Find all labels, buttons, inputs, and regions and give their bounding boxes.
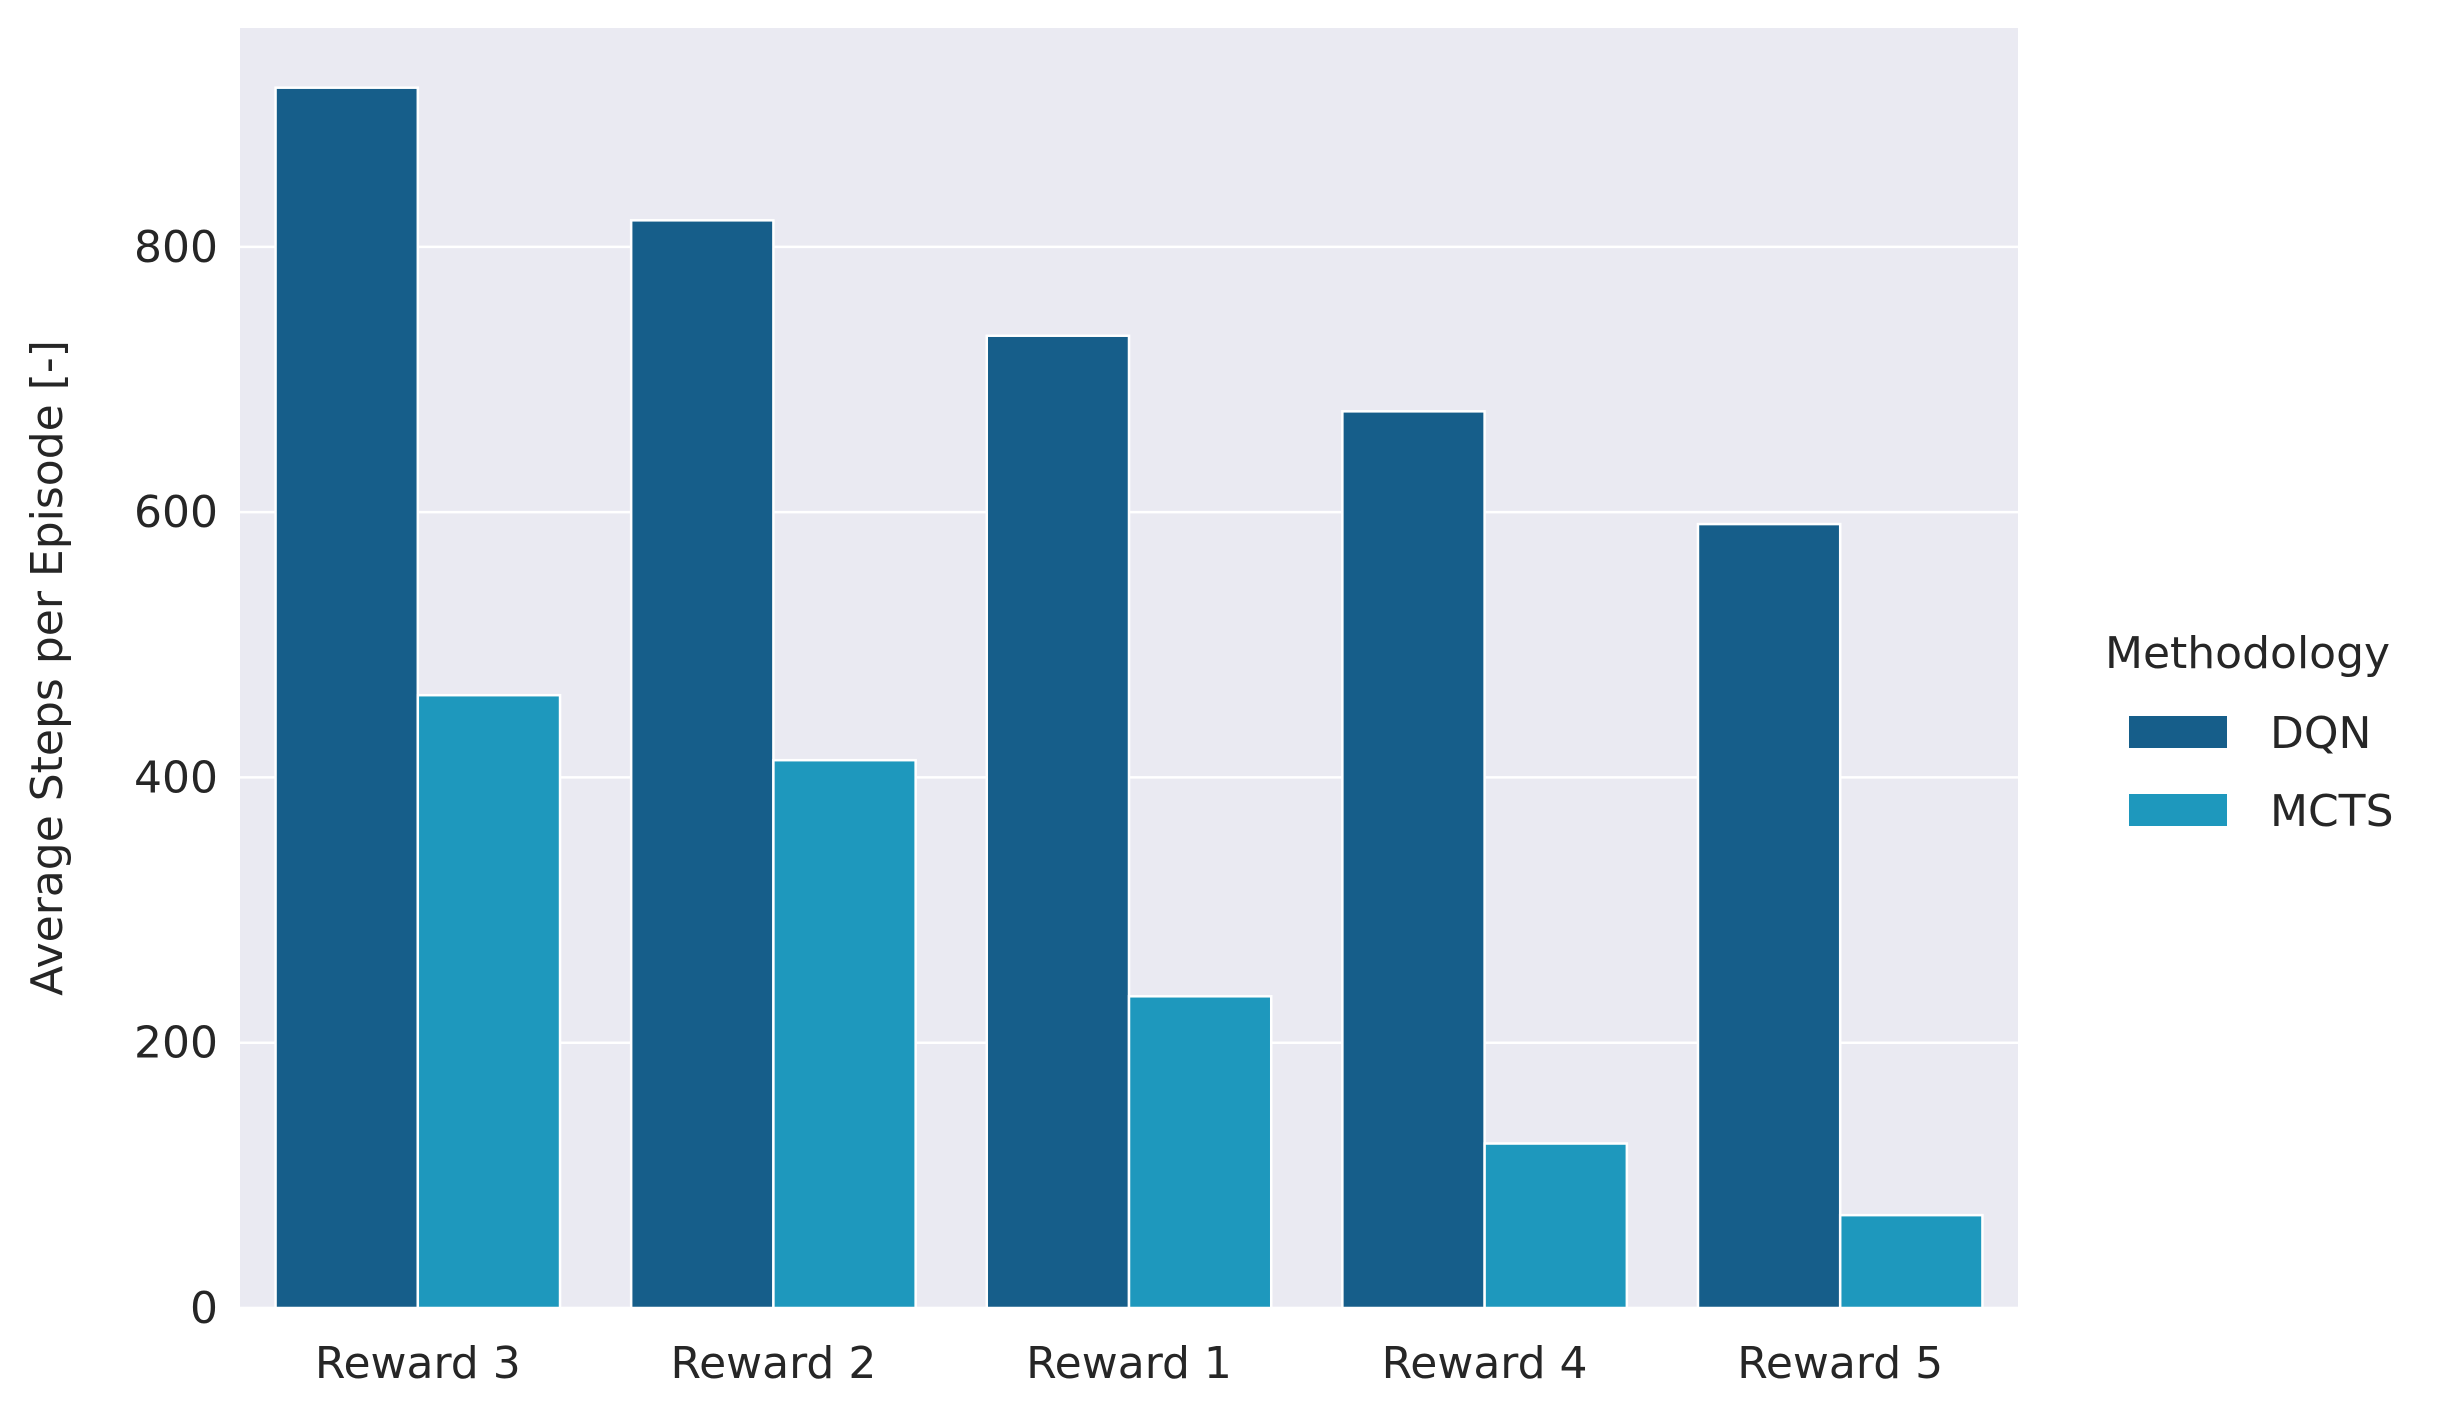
bar-dqn-reward-3 [274, 86, 420, 1310]
x-tick-label: Reward 5 [1737, 1338, 1943, 1389]
x-tick-label: Reward 2 [670, 1338, 876, 1389]
bars [274, 86, 1984, 1310]
bar-dqn-reward-2 [629, 219, 775, 1310]
bar-mcts-reward-4 [1483, 1142, 1629, 1310]
bar-dqn-reward-1 [985, 334, 1131, 1310]
x-tick-label: Reward 3 [315, 1338, 521, 1389]
legend-swatch-mcts [2127, 792, 2229, 828]
bar-mcts-reward-2 [772, 758, 917, 1310]
legend-label-dqn: DQN [2270, 708, 2371, 759]
y-tick-label: 600 [134, 487, 218, 538]
y-tick-label: 200 [134, 1018, 218, 1069]
y-axis-ticks: 0 200 400 600 800 [134, 222, 218, 1334]
y-axis-label: Average Steps per Episode [-] [22, 340, 73, 996]
y-tick-label: 400 [134, 752, 218, 803]
bar-mcts-reward-1 [1127, 995, 1273, 1310]
x-tick-label: Reward 4 [1382, 1338, 1588, 1389]
y-tick-label: 0 [190, 1283, 218, 1334]
bar-dqn-reward-5 [1696, 522, 1842, 1310]
legend-label-mcts: MCTS [2270, 786, 2394, 837]
legend-swatch-dqn [2127, 714, 2229, 750]
y-tick-label: 800 [134, 222, 218, 273]
bar-mcts-reward-3 [416, 693, 562, 1310]
bar-dqn-reward-4 [1341, 410, 1486, 1310]
bar-mcts-reward-5 [1838, 1213, 1984, 1310]
legend: Methodology DQN MCTS [2105, 628, 2394, 837]
legend-title: Methodology [2105, 628, 2390, 679]
x-tick-label: Reward 1 [1026, 1338, 1232, 1389]
x-axis-ticks: Reward 3 Reward 2 Reward 1 Reward 4 Reward 5 [315, 1338, 1943, 1389]
